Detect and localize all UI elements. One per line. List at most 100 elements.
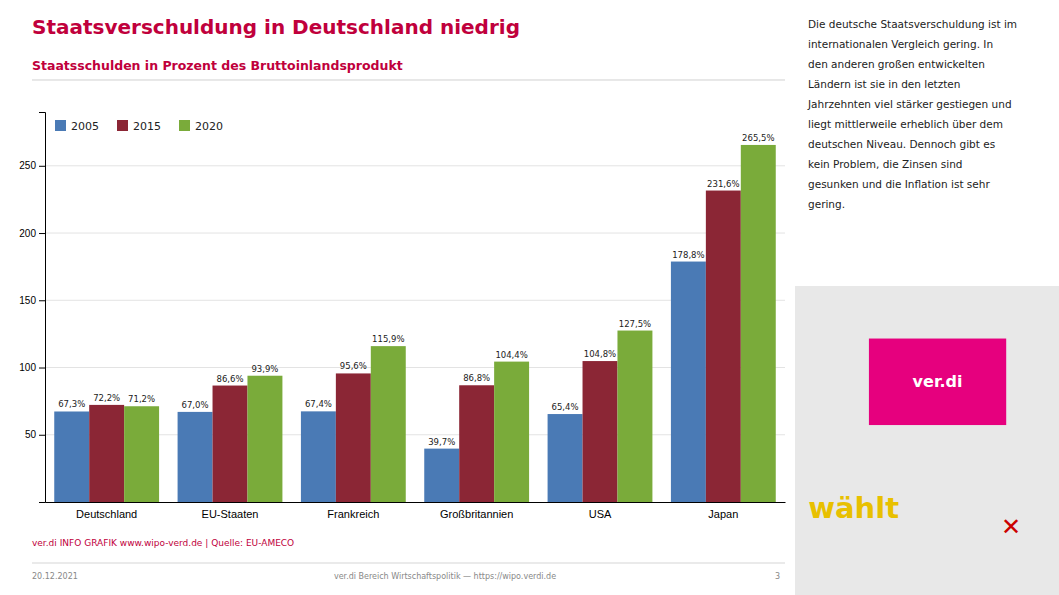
- side-text: Die deutsche Staatsverschuldung ist im in…: [807, 18, 1017, 210]
- bar-series: [54, 262, 706, 502]
- data-label: 67,0%: [182, 400, 209, 410]
- side-text-line: Die deutsche Staatsverschuldung ist im: [808, 18, 1017, 30]
- bar: [741, 145, 776, 502]
- tick-label: 100: [19, 362, 36, 373]
- data-label: 86,8%: [463, 373, 490, 383]
- tick-label: USA: [589, 508, 612, 520]
- data-label: 104,8%: [584, 349, 616, 359]
- separator-line: [32, 80, 785, 81]
- legend-label: 2005: [71, 120, 99, 133]
- source: ver.di INFO GRAFIK www.wipo-verd.de | Qu…: [32, 538, 294, 548]
- footer-right: 3: [775, 572, 780, 581]
- bar-series: [124, 145, 776, 502]
- bar: [89, 405, 124, 502]
- side-text-line: Jahrzehnten viel stärker gestiegen und: [807, 98, 1012, 110]
- side-text-line: liegt mittlerweile erheblich über dem: [808, 118, 1003, 130]
- axis-domain: [39, 113, 46, 503]
- tick: Frankreich: [327, 508, 379, 520]
- bar-series: [89, 191, 741, 502]
- logo-box: [869, 339, 1006, 426]
- axis-domain: [46, 502, 786, 503]
- tick: 150: [19, 295, 45, 306]
- bar: [706, 191, 741, 502]
- y-axis: 50 100 150 200 250: [19, 113, 45, 503]
- tick-mark: [39, 368, 45, 369]
- bar: [583, 361, 618, 502]
- legend-item: 2005: [55, 120, 99, 133]
- data-label: 67,3%: [58, 399, 85, 409]
- tick-label: 250: [19, 160, 36, 171]
- background: [0, 0, 1059, 595]
- legend-item: 2015: [117, 120, 161, 133]
- side-text-line: gering.: [808, 198, 845, 210]
- bars: [54, 145, 776, 502]
- data-label: 104,4%: [495, 350, 527, 360]
- bar: [371, 346, 406, 502]
- title: Staatsverschuldung in Deutschland niedri…: [32, 15, 520, 39]
- tick-label: Deutschland: [76, 508, 137, 520]
- data-label: 178,8%: [672, 250, 704, 260]
- data-label: 67,4%: [305, 399, 332, 409]
- data-label: 39,7%: [428, 437, 455, 447]
- bar: [671, 262, 706, 502]
- tick: USA: [589, 508, 612, 520]
- logo-word: wählt: [808, 491, 899, 525]
- data-label: 115,9%: [372, 334, 404, 344]
- subtitle: Staatsschulden in Prozent des Bruttoinla…: [32, 58, 403, 73]
- side-text-line: gesunken und die Inflation ist sehr: [808, 178, 990, 190]
- legend: 2005 2015 2020: [55, 120, 223, 133]
- tick: EU-Staaten: [202, 508, 259, 520]
- side-text-line: deutschen Niveau. Dennoch gibt es: [808, 138, 995, 150]
- tick: Deutschland: [76, 508, 137, 520]
- tick-mark: [39, 435, 45, 436]
- bar: [247, 376, 282, 502]
- tick-label: EU-Staaten: [202, 508, 259, 520]
- grid-line: [45, 233, 785, 234]
- bar: [424, 449, 459, 502]
- bar: [213, 386, 248, 502]
- legend-swatch: [117, 120, 128, 131]
- data-label: 71,2%: [128, 394, 155, 404]
- chart-svg: Staatsverschuldung in Deutschland niedri…: [0, 0, 1059, 595]
- side-text-line: internationalen Vergleich gering. In: [808, 38, 993, 50]
- footer-line: [32, 563, 785, 564]
- data-label: 231,6%: [707, 179, 739, 189]
- data-label: 93,9%: [251, 364, 278, 374]
- tick: 50: [25, 429, 45, 440]
- legend-swatch: [55, 120, 66, 131]
- tick: 100: [19, 362, 45, 373]
- bar: [548, 414, 583, 502]
- tick-label: 50: [25, 429, 37, 440]
- tick: 250: [19, 160, 45, 171]
- bar: [336, 373, 371, 502]
- bar: [124, 406, 159, 502]
- data-label: 127,5%: [619, 319, 651, 329]
- bar: [54, 411, 89, 502]
- footer-center: ver.di Bereich Wirtschaftspolitik — http…: [334, 572, 556, 581]
- bar: [617, 331, 652, 502]
- tick: Japan: [708, 508, 738, 520]
- data-label: 95,6%: [340, 361, 367, 371]
- logo-text: ver.di: [913, 372, 963, 391]
- bar: [494, 362, 529, 502]
- tick-label: 150: [19, 295, 36, 306]
- logo-cross: ✕: [1001, 513, 1021, 541]
- tick: 200: [19, 228, 45, 239]
- grid-line: [45, 165, 785, 166]
- tick-label: Japan: [708, 508, 738, 520]
- tick: Großbritannien: [440, 508, 513, 520]
- data-label: 72,2%: [93, 393, 120, 403]
- tick-label: Großbritannien: [440, 508, 513, 520]
- bar: [301, 411, 336, 502]
- data-label: 65,4%: [552, 402, 579, 412]
- bar: [178, 412, 213, 502]
- tick-mark: [39, 300, 45, 301]
- logo-background: [795, 286, 1059, 595]
- legend-label: 2020: [195, 120, 223, 133]
- x-axis: Deutschland EU-Staaten Frankreich Großbrita…: [46, 503, 786, 520]
- footer-left: 20.12.2021: [32, 572, 78, 581]
- tick-label: Frankreich: [327, 508, 379, 520]
- data-label: 86,6%: [216, 374, 243, 384]
- legend-swatch: [179, 120, 190, 131]
- bar: [459, 385, 494, 502]
